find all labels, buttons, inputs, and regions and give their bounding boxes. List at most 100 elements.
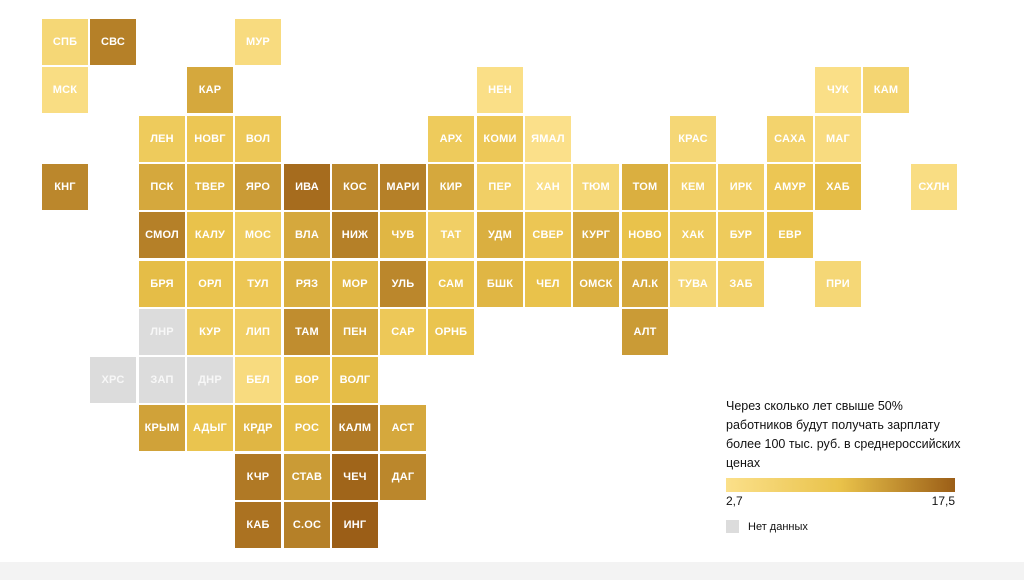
legend-nodata: Нет данных bbox=[726, 520, 966, 533]
region-tile-хаб: ХАБ bbox=[815, 164, 861, 210]
region-tile-тул: ТУЛ bbox=[235, 261, 281, 307]
region-tile-лип: ЛИП bbox=[235, 309, 281, 355]
region-tile-евр: ЕВР bbox=[767, 212, 813, 258]
region-tile-рос: РОС bbox=[284, 405, 330, 451]
region-tile-вор: ВОР bbox=[284, 357, 330, 403]
region-tile-даг: ДАГ bbox=[380, 454, 426, 500]
region-tile-чук: ЧУК bbox=[815, 67, 861, 113]
region-tile-хрс: ХРС bbox=[90, 357, 136, 403]
region-tile-мур: МУР bbox=[235, 19, 281, 65]
region-tile-чеч: ЧЕЧ bbox=[332, 454, 378, 500]
region-tile-тува: ТУВА bbox=[670, 261, 716, 307]
legend-min-label: 2,7 bbox=[726, 494, 743, 508]
region-tile-уль: УЛЬ bbox=[380, 261, 426, 307]
region-tile-волг: ВОЛГ bbox=[332, 357, 378, 403]
region-tile-орл: ОРЛ bbox=[187, 261, 233, 307]
region-tile-мск: МСК bbox=[42, 67, 88, 113]
region-tile-днр: ДНР bbox=[187, 357, 233, 403]
region-tile-сос: С.ОС bbox=[284, 502, 330, 548]
region-tile-свер: СВЕР bbox=[525, 212, 571, 258]
region-tile-пен: ПЕН bbox=[332, 309, 378, 355]
region-tile-смол: СМОЛ bbox=[139, 212, 185, 258]
region-tile-твер: ТВЕР bbox=[187, 164, 233, 210]
region-tile-лен: ЛЕН bbox=[139, 116, 185, 162]
region-tile-ирк: ИРК bbox=[718, 164, 764, 210]
legend-ticks: 2,7 17,5 bbox=[726, 494, 955, 510]
legend-max-label: 17,5 bbox=[931, 494, 955, 508]
region-tile-аст: АСТ bbox=[380, 405, 426, 451]
region-tile-зап: ЗАП bbox=[139, 357, 185, 403]
region-tile-ряз: РЯЗ bbox=[284, 261, 330, 307]
region-tile-мор: МОР bbox=[332, 261, 378, 307]
region-tile-саха: САХА bbox=[767, 116, 813, 162]
page-footer-strip bbox=[0, 562, 1024, 580]
region-tile-тат: ТАТ bbox=[428, 212, 474, 258]
region-tile-кур: КУР bbox=[187, 309, 233, 355]
region-tile-новг: НОВГ bbox=[187, 116, 233, 162]
region-tile-коми: КОМИ bbox=[477, 116, 523, 162]
region-tile-инг: ИНГ bbox=[332, 502, 378, 548]
legend-title: Через сколько лет свыше 50% работников б… bbox=[726, 399, 961, 470]
region-tile-пск: ПСК bbox=[139, 164, 185, 210]
region-tile-бур: БУР bbox=[718, 212, 764, 258]
region-tile-заб: ЗАБ bbox=[718, 261, 764, 307]
region-tile-став: СТАВ bbox=[284, 454, 330, 500]
region-tile-калм: КАЛМ bbox=[332, 405, 378, 451]
region-tile-кир: КИР bbox=[428, 164, 474, 210]
region-tile-арх: АРХ bbox=[428, 116, 474, 162]
region-tile-бел: БЕЛ bbox=[235, 357, 281, 403]
region-tile-там: ТАМ bbox=[284, 309, 330, 355]
nodata-label: Нет данных bbox=[748, 520, 808, 533]
region-tile-мари: МАРИ bbox=[380, 164, 426, 210]
region-tile-крым: КРЫМ bbox=[139, 405, 185, 451]
region-tile-кчр: КЧР bbox=[235, 454, 281, 500]
region-tile-бря: БРЯ bbox=[139, 261, 185, 307]
region-tile-крдр: КРДР bbox=[235, 405, 281, 451]
nodata-swatch bbox=[726, 520, 739, 533]
region-tile-кам: КАМ bbox=[863, 67, 909, 113]
region-tile-хан: ХАН bbox=[525, 164, 571, 210]
region-tile-map: СПБ СВС МУР МСК КАР НЕН ЧУК КАМ ЛЕН НОВГ ВОЛ АРХ КОМ… bbox=[42, 19, 957, 548]
region-tile-нен: НЕН bbox=[477, 67, 523, 113]
region-tile-удм: УДМ bbox=[477, 212, 523, 258]
region-tile-крас: КРАС bbox=[670, 116, 716, 162]
region-tile-мос: МОС bbox=[235, 212, 281, 258]
region-tile-том: ТОМ bbox=[622, 164, 668, 210]
region-tile-хак: ХАК bbox=[670, 212, 716, 258]
region-tile-при: ПРИ bbox=[815, 261, 861, 307]
region-tile-сар: САР bbox=[380, 309, 426, 355]
region-tile-омск: ОМСК bbox=[573, 261, 619, 307]
region-tile-пер: ПЕР bbox=[477, 164, 523, 210]
legend: Через сколько лет свыше 50% работников б… bbox=[726, 397, 966, 533]
region-tile-вла: ВЛА bbox=[284, 212, 330, 258]
region-tile-лнр: ЛНР bbox=[139, 309, 185, 355]
region-tile-маг: МАГ bbox=[815, 116, 861, 162]
legend-color-scale bbox=[726, 478, 955, 492]
region-tile-свс: СВС bbox=[90, 19, 136, 65]
region-tile-каб: КАБ bbox=[235, 502, 281, 548]
region-tile-схлн: СХЛН bbox=[911, 164, 957, 210]
region-tile-алк: АЛ.К bbox=[622, 261, 668, 307]
region-tile-тюм: ТЮМ bbox=[573, 164, 619, 210]
region-tile-кос: КОС bbox=[332, 164, 378, 210]
region-tile-ямал: ЯМАЛ bbox=[525, 116, 571, 162]
region-tile-орнб: ОРНБ bbox=[428, 309, 474, 355]
region-tile-алт: АЛТ bbox=[622, 309, 668, 355]
region-tile-адыг: АДЫГ bbox=[187, 405, 233, 451]
region-tile-амур: АМУР bbox=[767, 164, 813, 210]
region-tile-калу: КАЛУ bbox=[187, 212, 233, 258]
region-tile-ново: НОВО bbox=[622, 212, 668, 258]
region-tile-ниж: НИЖ bbox=[332, 212, 378, 258]
region-tile-спб: СПБ bbox=[42, 19, 88, 65]
region-tile-яро: ЯРО bbox=[235, 164, 281, 210]
region-tile-сам: САМ bbox=[428, 261, 474, 307]
region-tile-кург: КУРГ bbox=[573, 212, 619, 258]
region-tile-кар: КАР bbox=[187, 67, 233, 113]
region-tile-ива: ИВА bbox=[284, 164, 330, 210]
region-tile-кем: КЕМ bbox=[670, 164, 716, 210]
region-tile-чел: ЧЕЛ bbox=[525, 261, 571, 307]
region-tile-вол: ВОЛ bbox=[235, 116, 281, 162]
region-tile-бшк: БШК bbox=[477, 261, 523, 307]
region-tile-кнг: КНГ bbox=[42, 164, 88, 210]
region-tile-чув: ЧУВ bbox=[380, 212, 426, 258]
